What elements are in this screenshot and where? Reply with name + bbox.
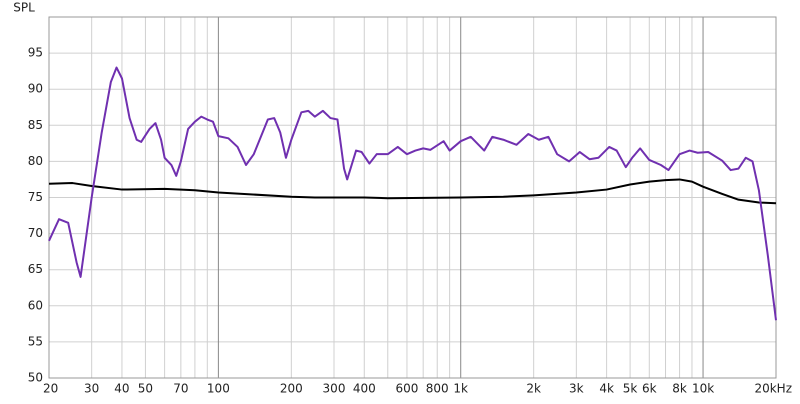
y-tick-label: 85 [28,118,43,132]
x-tick-label: 6k [642,382,657,396]
x-tick-label: 10k [692,382,714,396]
x-tick-label: 30 [84,382,99,396]
x-tick-label: 8k [672,382,687,396]
y-axis-label: SPL [13,1,35,15]
x-tick-label: 20kHz [754,382,792,396]
x-tick-label: 2k [526,382,541,396]
x-tick-label: 3k [569,382,584,396]
x-tick-label: 4k [599,382,614,396]
y-tick-label: 95 [28,46,43,60]
x-tick-label: 300 [323,382,346,396]
y-tick-label: 50 [28,371,43,385]
x-tick-label: 40 [114,382,129,396]
series-line [48,66,777,321]
x-tick-label: 70 [173,382,188,396]
y-tick-label: 90 [28,82,43,96]
x-tick-label: 5k [623,382,638,396]
y-tick-label: 65 [28,262,43,276]
plot-border [48,16,777,379]
y-tick-label: 75 [28,190,43,204]
y-tick-label: 80 [28,154,43,168]
y-tick-label: 60 [28,298,43,312]
x-tick-label: 100 [207,382,230,396]
y-tick-label: 70 [28,226,43,240]
x-tick-label: 200 [280,382,303,396]
series-line [48,178,777,205]
x-tick-label: 800 [426,382,449,396]
y-tick-label: 55 [28,334,43,348]
x-tick-label: 600 [396,382,419,396]
x-tick-label: 400 [353,382,376,396]
x-tick-label: 20 [43,382,58,396]
x-tick-label: 1k [453,382,468,396]
x-tick-label: 50 [138,382,153,396]
